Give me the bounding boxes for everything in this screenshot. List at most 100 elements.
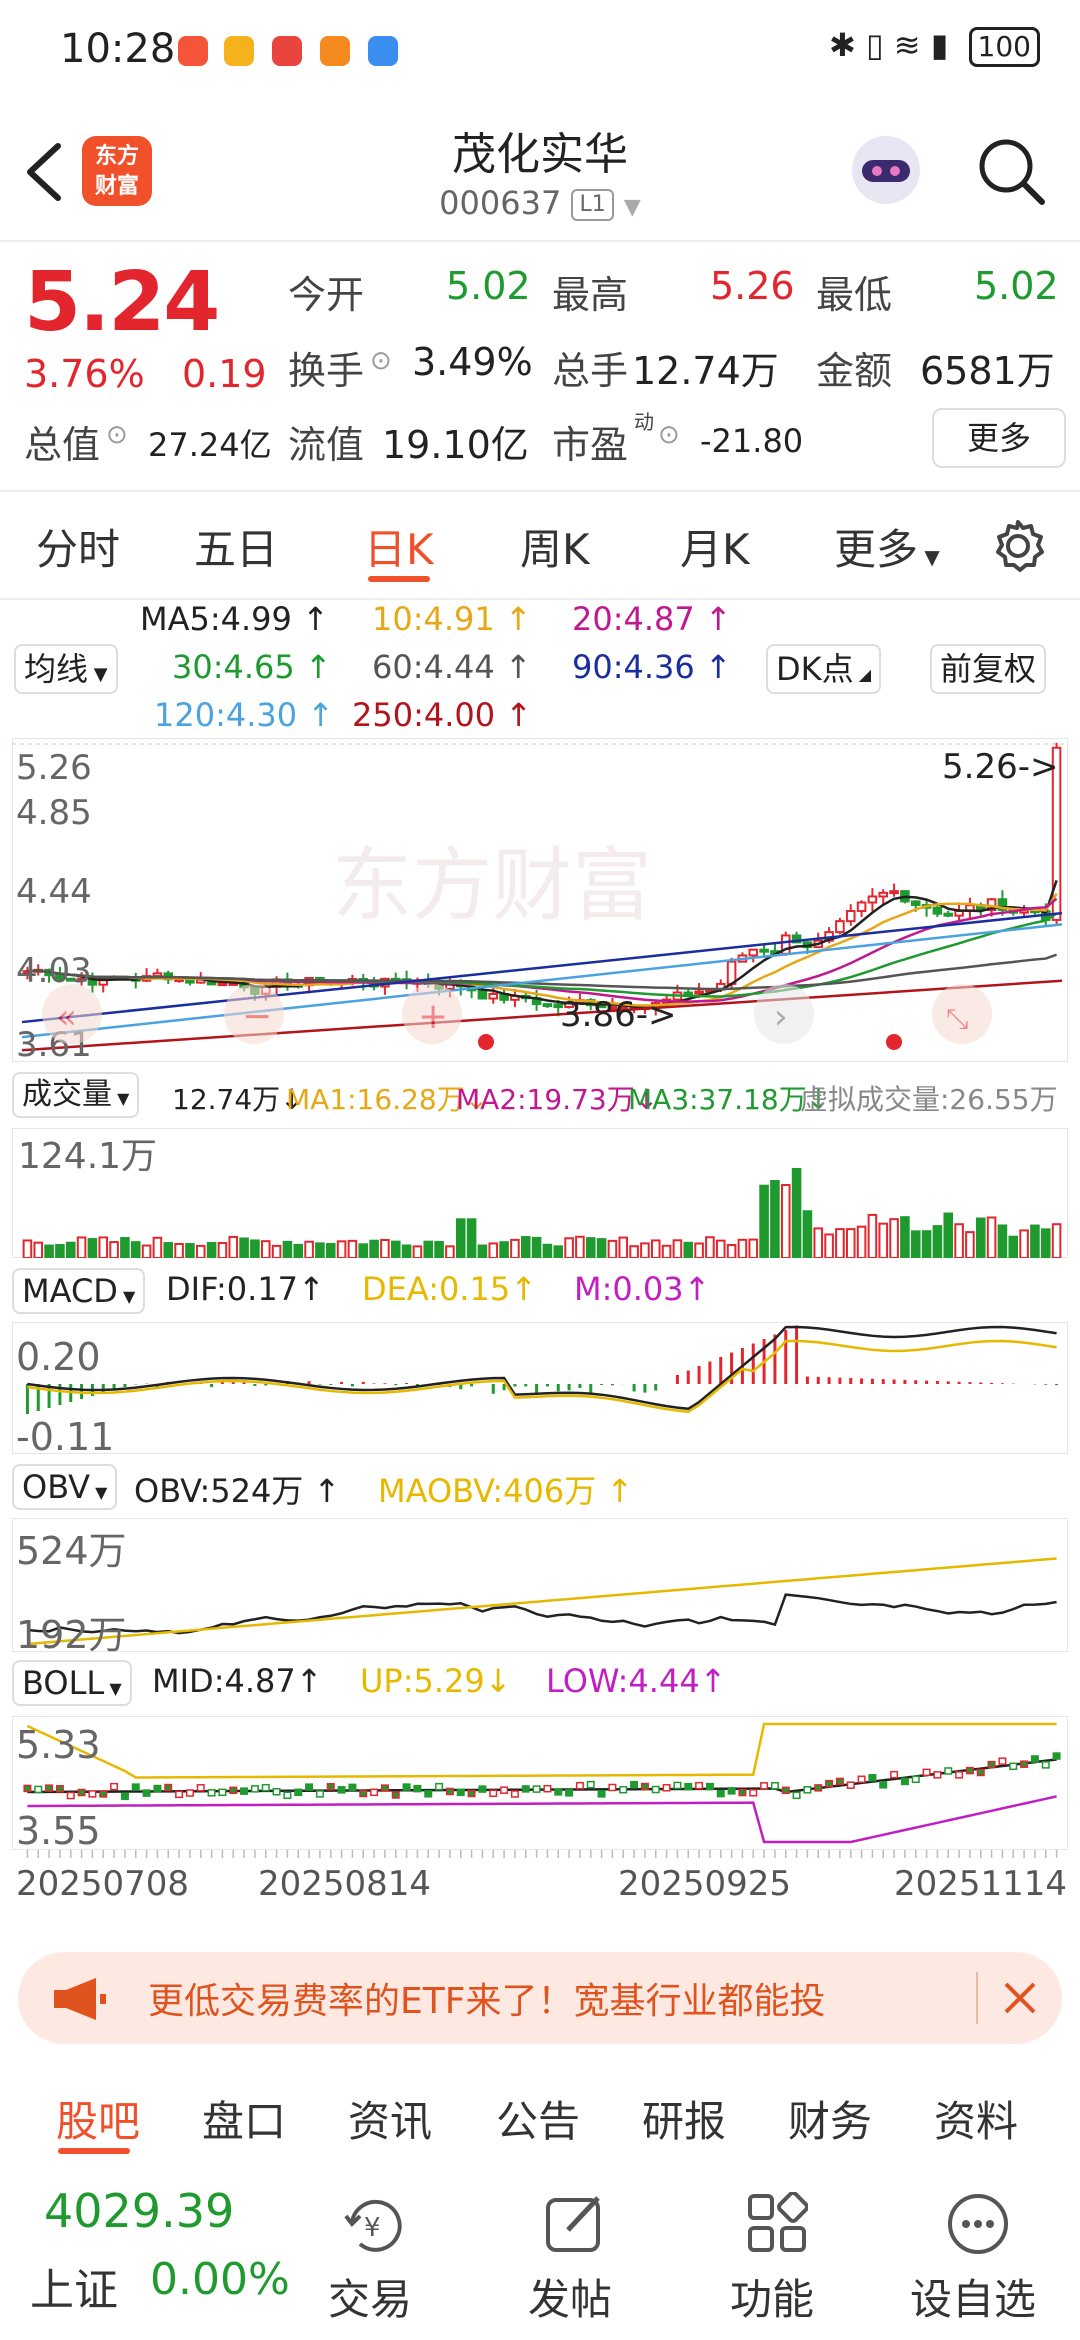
- search-icon[interactable]: [976, 136, 1048, 208]
- boll-candle: [890, 1770, 899, 1779]
- boll-candle: [402, 1783, 411, 1791]
- zoom-in-button[interactable]: [402, 984, 462, 1044]
- volume-bar: [585, 1237, 596, 1258]
- bluetooth-icon: ✱: [829, 26, 856, 64]
- tab-more[interactable]: 更多 ▼: [834, 525, 940, 574]
- candle: [932, 906, 943, 915]
- fullscreen-button[interactable]: [932, 984, 992, 1044]
- boll-candle: [283, 1791, 292, 1799]
- index-ticker[interactable]: 4029.39 上证 0.00%: [0, 2170, 320, 2340]
- info-icon[interactable]: ⊙: [106, 420, 128, 450]
- boll-candle: [467, 1789, 476, 1798]
- volume-bar: [1019, 1229, 1029, 1258]
- nav-trade[interactable]: ¥ 交易: [310, 2170, 440, 2340]
- boll-candle: [955, 1771, 964, 1779]
- date-label: 20250708: [16, 1864, 190, 1904]
- obv-chart[interactable]: 524万 192万: [12, 1518, 1068, 1652]
- chevron-right-icon: ›: [774, 997, 788, 1037]
- volume-bar: [65, 1241, 76, 1258]
- obv-y-top: 524万: [16, 1529, 127, 1573]
- scroll-left-button[interactable]: [42, 984, 102, 1044]
- boll-candle: [846, 1781, 855, 1789]
- boll-candle: [944, 1767, 953, 1775]
- volume-bar: [683, 1241, 694, 1258]
- amount-label: 金额: [816, 349, 893, 393]
- tab-daily-k[interactable]: 日K: [364, 525, 434, 574]
- scroll-right-button[interactable]: [754, 984, 814, 1044]
- volume-bar: [932, 1225, 943, 1258]
- status-icons: ✱ ▯ ≋ ▮ 100: [829, 26, 1040, 67]
- boll-candle: [532, 1785, 541, 1793]
- boll-candle: [640, 1782, 649, 1791]
- stock-name: 茂化实华: [452, 129, 628, 180]
- kline-chart[interactable]: 东方财富 5.26 4.85 4.44 4.03 3.61 5.26-> 3.8…: [12, 738, 1068, 1062]
- high-value: 5.26: [710, 264, 795, 308]
- notification-app-icon: [178, 36, 208, 66]
- boll-candle: [749, 1789, 758, 1797]
- info-icon[interactable]: ⊙: [658, 420, 680, 450]
- app-logo: 东方 财富: [82, 136, 152, 206]
- tab-pankou[interactable]: 盘口: [202, 2097, 287, 2146]
- indicator-selector-volume[interactable]: 成交量 ▼: [12, 1072, 140, 1118]
- boll-candle: [315, 1790, 324, 1798]
- macd-chart[interactable]: 0.20 -0.11: [12, 1322, 1068, 1454]
- boll-candle: [175, 1790, 184, 1799]
- close-icon[interactable]: [1002, 1980, 1038, 2016]
- zoom-out-button[interactable]: [224, 984, 284, 1044]
- ma-legend-30: 30:4.65 ↑: [172, 648, 332, 686]
- indicator-selector-macd[interactable]: MACD ▼: [12, 1268, 146, 1314]
- info-icon[interactable]: ⊙: [370, 346, 392, 376]
- tab-monthly-k[interactable]: 月K: [680, 525, 750, 574]
- boll-candle: [879, 1781, 888, 1789]
- tab-guba[interactable]: 股吧: [56, 2097, 141, 2146]
- candle: [791, 934, 802, 944]
- boll-mid: MID:4.87↑: [152, 1662, 323, 1700]
- volume-ma3: MA3:37.18万↓: [628, 1083, 831, 1116]
- settings-gear-icon[interactable]: [990, 518, 1046, 574]
- back-icon[interactable]: [20, 140, 66, 204]
- tab-announcements[interactable]: 公告: [496, 2097, 581, 2146]
- volume-bar: [358, 1243, 369, 1258]
- nav-post[interactable]: 发帖: [510, 2170, 640, 2340]
- tab-finance[interactable]: 财务: [788, 2097, 873, 2146]
- adjust-mode-button[interactable]: 前复权: [930, 644, 1047, 694]
- volume-bar: [445, 1245, 455, 1258]
- tab-five-day[interactable]: 五日: [194, 525, 279, 574]
- boll-chart[interactable]: 5.33 3.55: [12, 1716, 1068, 1850]
- indicator-selector-ma[interactable]: 均线 ▼: [14, 644, 118, 694]
- volume-bar: [856, 1225, 867, 1258]
- tab-profile[interactable]: 资料: [934, 2097, 1019, 2146]
- volume-bar: [824, 1233, 834, 1258]
- boll-candle: [662, 1784, 671, 1792]
- robot-assistant-icon[interactable]: [846, 130, 926, 210]
- boll-candle: [435, 1782, 444, 1791]
- macd-y-top: 0.20: [16, 1335, 101, 1379]
- promo-banner[interactable]: 更低交易费率的ETF来了！宽基行业都能投: [18, 1952, 1062, 2044]
- date-axis-ticks: [26, 1850, 1058, 1858]
- volume-bar: [1040, 1228, 1051, 1258]
- notification-app-icon: [320, 36, 350, 66]
- dk-point-button[interactable]: DK点 ◢: [766, 644, 882, 694]
- volume-bar: [315, 1242, 325, 1258]
- boll-candle: [575, 1781, 584, 1790]
- indicator-selector-boll[interactable]: BOLL ▼: [12, 1660, 132, 1706]
- event-dot[interactable]: [478, 1034, 494, 1050]
- boll-candle: [261, 1783, 270, 1792]
- volume-chart[interactable]: 124.1万: [12, 1128, 1068, 1258]
- indicator-selector-obv[interactable]: OBV ▼: [12, 1464, 118, 1510]
- tab-news[interactable]: 资讯: [348, 2097, 433, 2146]
- event-dot[interactable]: [886, 1034, 902, 1050]
- more-button[interactable]: 更多: [932, 408, 1066, 468]
- tab-weekly-k[interactable]: 周K: [520, 525, 590, 574]
- pe-dynamic-mark: 动: [634, 410, 654, 434]
- tab-intraday[interactable]: 分时: [36, 525, 121, 574]
- tab-research[interactable]: 研报: [642, 2097, 727, 2146]
- candle: [845, 910, 856, 923]
- boll-candle: [196, 1784, 205, 1792]
- boll-candle: [922, 1768, 931, 1777]
- candle: [98, 977, 109, 986]
- nav-functions[interactable]: 功能: [712, 2170, 842, 2340]
- nav-add-watchlist[interactable]: 设自选: [900, 2170, 1060, 2340]
- stock-code[interactable]: 000637 L1 ▼: [0, 184, 1080, 222]
- volume-bar: [260, 1240, 271, 1258]
